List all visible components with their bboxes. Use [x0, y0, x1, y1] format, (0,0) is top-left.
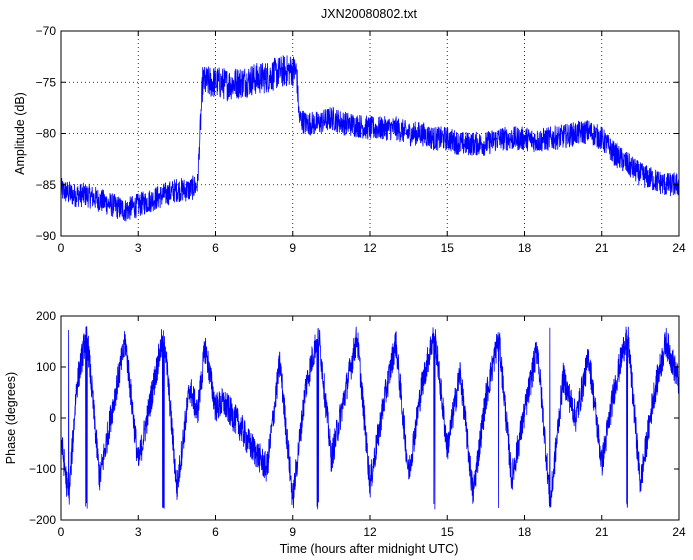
- y-tick-label: −100: [29, 462, 56, 476]
- x-tick-label: 0: [58, 525, 65, 539]
- x-tick-label: 15: [441, 241, 455, 255]
- y-tick-label: −200: [29, 513, 56, 527]
- chart-title: JXN20080802.txt: [321, 7, 417, 21]
- tick-marks: 0 3 6 9 12 15 18 21 24 −90 −85 −80 −75 −70: [36, 24, 686, 255]
- x-tick-label: 6: [212, 241, 219, 255]
- y-tick-label: −90: [36, 229, 57, 243]
- phase-trace: [61, 325, 679, 510]
- y-axis-label: Phase (degrees): [4, 372, 18, 464]
- x-tick-label: 21: [595, 525, 609, 539]
- y-tick-label: 0: [49, 411, 56, 425]
- y-tick-label: 100: [36, 360, 56, 374]
- tick-marks: 0 3 6 9 12 15 18 21 24 −200 −100 0 100 200: [29, 309, 686, 539]
- x-tick-label: 12: [363, 525, 377, 539]
- series-line: [61, 325, 679, 510]
- x-tick-label: 3: [135, 525, 142, 539]
- amplitude-panel: JXN20080802.txt 0 3 6 9 12 15 18 21 24 −90 −85 −80 −…: [13, 7, 686, 255]
- x-tick-label: 0: [58, 241, 65, 255]
- x-tick-label: 18: [518, 241, 532, 255]
- x-tick-label: 21: [595, 241, 609, 255]
- y-tick-label: −80: [36, 127, 57, 141]
- y-tick-label: −75: [36, 75, 57, 89]
- x-tick-label: 18: [518, 525, 532, 539]
- series-line: [61, 54, 679, 222]
- y-axis-label: Amplitude (dB): [13, 92, 27, 175]
- y-tick-label: 200: [36, 309, 56, 323]
- x-tick-label: 9: [289, 525, 296, 539]
- x-axis-label: Time (hours after midnight UTC): [280, 542, 459, 556]
- x-tick-label: 15: [441, 525, 455, 539]
- y-tick-label: −85: [36, 178, 57, 192]
- x-tick-label: 6: [212, 525, 219, 539]
- x-tick-label: 24: [672, 525, 686, 539]
- y-tick-label: −70: [36, 24, 57, 38]
- x-tick-label: 9: [289, 241, 296, 255]
- x-tick-label: 12: [363, 241, 377, 255]
- amplitude-trace: [61, 54, 679, 222]
- x-tick-label: 3: [135, 241, 142, 255]
- phase-panel: 0 3 6 9 12 15 18 21 24 −200 −100 0 100 200 Phase (deg…: [4, 309, 686, 556]
- x-tick-label: 24: [672, 241, 686, 255]
